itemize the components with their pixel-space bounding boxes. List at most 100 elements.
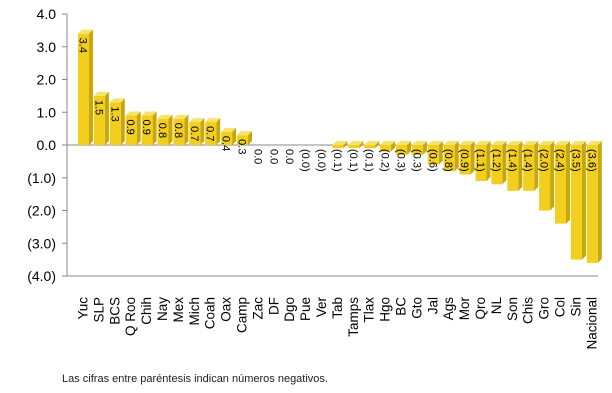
data-label: (0.0) bbox=[315, 149, 327, 172]
bar-front bbox=[411, 145, 423, 155]
bar-front bbox=[141, 115, 153, 145]
data-label: (0.0) bbox=[299, 149, 311, 172]
bar-front bbox=[586, 145, 598, 263]
bar-side bbox=[597, 141, 602, 263]
bar-side bbox=[136, 111, 141, 145]
x-tick-label: BC bbox=[394, 297, 409, 316]
y-tick-label: (3.0) bbox=[27, 235, 56, 251]
bar bbox=[539, 141, 555, 211]
bar-front bbox=[205, 122, 217, 145]
bar-side bbox=[89, 29, 93, 145]
bar bbox=[411, 141, 427, 155]
bar-side bbox=[407, 141, 411, 155]
bar-side bbox=[232, 127, 237, 145]
bar-top bbox=[523, 141, 539, 145]
x-tick-label: Tab bbox=[330, 297, 345, 319]
x-tick-label: Pue bbox=[298, 297, 313, 321]
bar-side bbox=[343, 141, 348, 149]
bar bbox=[221, 127, 237, 145]
data-label: 0.4 bbox=[220, 136, 232, 151]
bar-front bbox=[555, 145, 566, 224]
bar bbox=[443, 141, 459, 172]
bar-top bbox=[475, 141, 491, 145]
bar-front bbox=[427, 145, 439, 165]
data-label: (0.2) bbox=[379, 149, 391, 172]
data-label: (0.1) bbox=[363, 149, 375, 172]
y-tick-label: (1.0) bbox=[27, 170, 56, 186]
bar-top bbox=[570, 141, 586, 145]
bar-front bbox=[332, 145, 344, 149]
bar bbox=[507, 141, 523, 191]
bar-front bbox=[364, 145, 376, 149]
x-tick-label: Sin bbox=[568, 297, 583, 317]
y-tick-label: (2.0) bbox=[27, 203, 56, 219]
x-tick-label: Hgo bbox=[378, 297, 393, 322]
bar-front bbox=[125, 115, 137, 145]
bar-top bbox=[364, 141, 380, 145]
data-label: (0.1) bbox=[347, 149, 359, 172]
data-label: (0.1) bbox=[331, 149, 343, 172]
bar-side bbox=[566, 141, 570, 224]
bar-side bbox=[518, 141, 523, 191]
bar-top bbox=[157, 114, 173, 119]
bar-side bbox=[152, 111, 157, 145]
x-tick-label: Nay bbox=[155, 297, 170, 321]
data-label: (0.3) bbox=[395, 149, 407, 172]
data-label: (1.1) bbox=[474, 149, 486, 172]
data-label: (1.4) bbox=[506, 149, 518, 172]
data-label: (3.5) bbox=[569, 149, 581, 172]
bar-front bbox=[78, 33, 89, 145]
bar bbox=[189, 118, 205, 145]
data-label: 0.9 bbox=[140, 120, 152, 135]
data-label: (0.8) bbox=[442, 149, 454, 172]
bar bbox=[93, 91, 109, 145]
data-label: 0.0 bbox=[251, 149, 263, 164]
bar bbox=[237, 131, 252, 145]
bar bbox=[523, 141, 539, 191]
data-label: 0.9 bbox=[124, 120, 136, 135]
bar-front bbox=[109, 102, 121, 145]
bar-side bbox=[470, 141, 475, 175]
y-tick-label: 3.0 bbox=[37, 39, 57, 55]
bar-side bbox=[438, 141, 443, 165]
bar-front bbox=[173, 118, 185, 145]
data-label: 0.0 bbox=[267, 149, 279, 164]
bar-front bbox=[93, 95, 105, 145]
x-tick-label: Ags bbox=[441, 297, 456, 321]
x-tick-label: Yuc bbox=[76, 297, 91, 320]
bar-front bbox=[475, 145, 487, 182]
data-label: (2.4) bbox=[554, 149, 566, 172]
data-label: (1.2) bbox=[490, 149, 502, 172]
bar bbox=[78, 29, 93, 145]
data-label: 0.3 bbox=[236, 139, 248, 154]
bar bbox=[491, 141, 507, 185]
x-tick-label: Mex bbox=[171, 297, 186, 323]
bar-front bbox=[221, 131, 233, 145]
x-tick-label: Chis bbox=[521, 297, 536, 324]
bar-side bbox=[486, 141, 491, 182]
bar-front bbox=[491, 145, 503, 185]
category-labels: Yuc SLP BCS Q Roo Chih Nay Mex Mich Coah Oax Camp Z… bbox=[76, 296, 600, 349]
x-tick-label: Tamps bbox=[346, 297, 361, 337]
bar-top bbox=[555, 141, 570, 145]
bar-side bbox=[502, 141, 507, 185]
x-tick-label: Ver bbox=[314, 296, 329, 317]
bar-side bbox=[120, 98, 125, 145]
footnote: Las cifras entre paréntesis indican núme… bbox=[62, 373, 328, 385]
bar bbox=[570, 141, 586, 260]
x-tick-label: Coah bbox=[203, 297, 218, 329]
bar-side bbox=[550, 141, 555, 211]
x-tick-label: DF bbox=[266, 297, 281, 315]
bar-top bbox=[221, 127, 237, 132]
bar bbox=[586, 141, 602, 263]
bar-top bbox=[173, 114, 189, 119]
bar-front bbox=[348, 145, 360, 149]
bar-front bbox=[237, 135, 248, 145]
y-tick-label: 1.0 bbox=[37, 104, 57, 120]
bar-front bbox=[539, 145, 551, 211]
x-tick-label: Jal bbox=[425, 297, 440, 314]
data-label: 3.4 bbox=[77, 38, 89, 53]
bar bbox=[364, 141, 380, 149]
bar bbox=[173, 114, 189, 145]
bar-side bbox=[391, 141, 396, 152]
